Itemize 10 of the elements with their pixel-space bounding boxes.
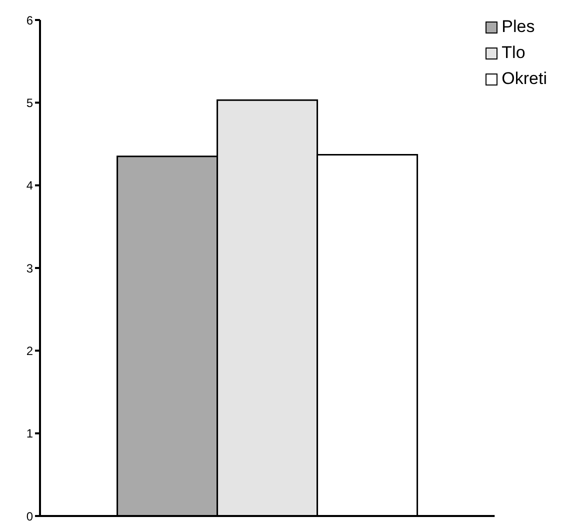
y-tick-label: 0: [26, 509, 34, 524]
y-tick-label: 1: [26, 426, 34, 441]
y-tick-label: 5: [26, 96, 34, 110]
y-tick-label: 3: [26, 261, 34, 276]
legend-label: Okreti: [502, 68, 547, 90]
y-tick-label: 4: [26, 178, 34, 193]
y-tick-label: 2: [26, 344, 34, 358]
legend-label: Tlo: [502, 42, 526, 64]
legend-label: Ples: [502, 16, 535, 38]
y-tick-label: 6: [26, 13, 34, 28]
